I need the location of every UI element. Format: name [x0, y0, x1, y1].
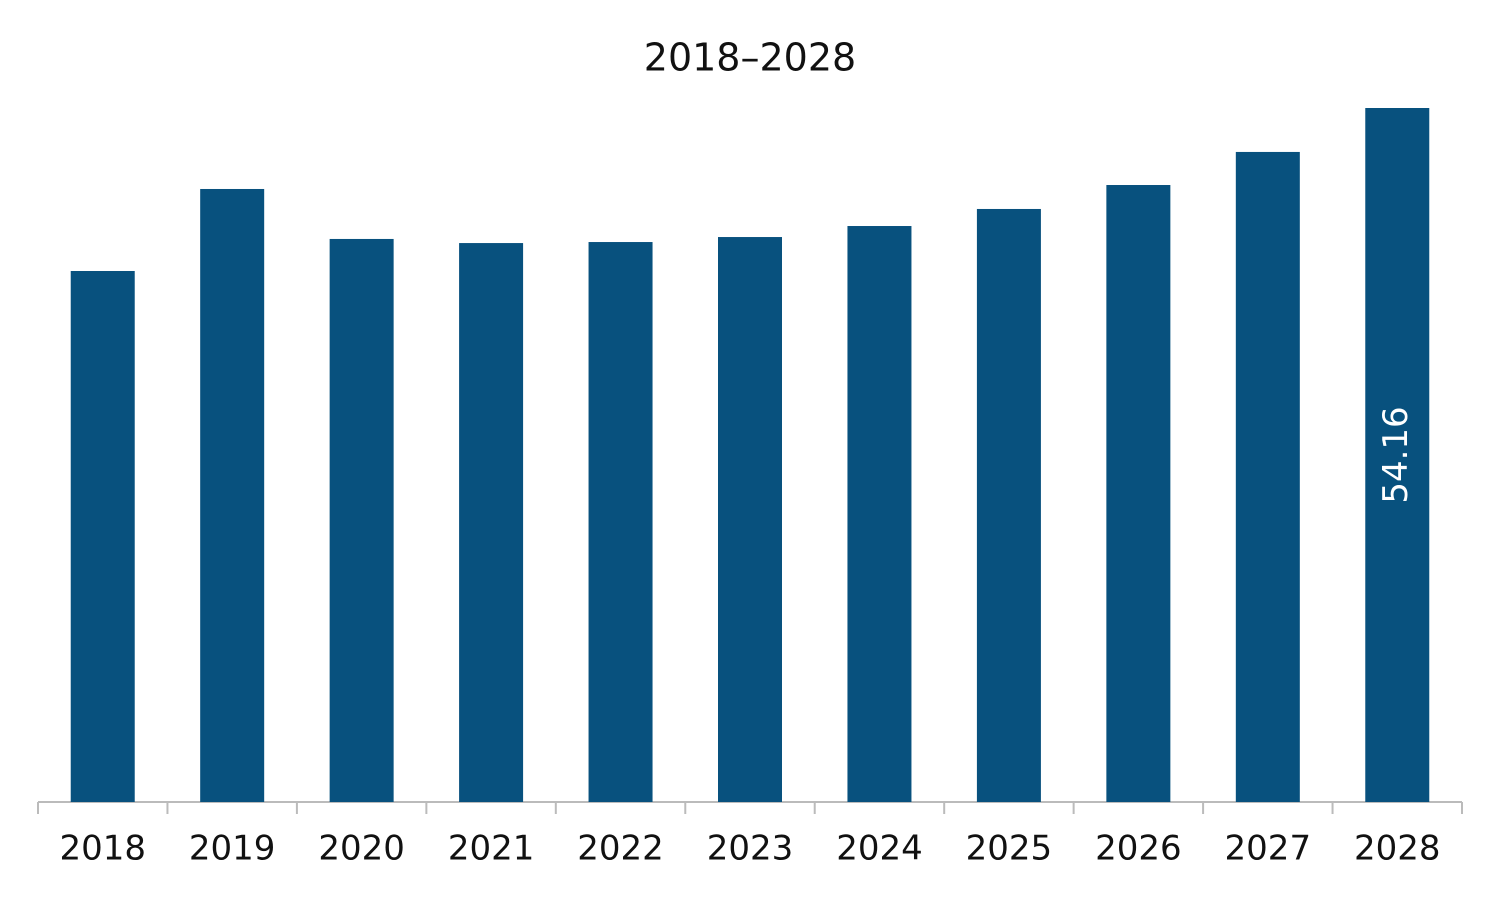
bar: [200, 188, 265, 802]
bar: [847, 226, 912, 803]
bar: [70, 270, 135, 802]
x-tick-label: 2019: [189, 829, 276, 869]
x-tick-label: 2027: [1225, 829, 1312, 869]
x-tick-label: 2026: [1095, 829, 1182, 869]
bar: [1235, 151, 1300, 802]
data-label: 54.16: [1376, 406, 1416, 503]
bar: [588, 242, 653, 803]
x-tick-label: 2020: [318, 829, 405, 869]
x-tick-label: 2025: [966, 829, 1053, 869]
bar: [459, 243, 524, 802]
x-tick-label: 2024: [836, 829, 923, 869]
x-tick-label: 2028: [1354, 829, 1441, 869]
bar: [718, 237, 782, 802]
bar: [976, 208, 1041, 803]
bar: [329, 238, 394, 803]
bar: [1365, 108, 1430, 802]
x-tick-label: 2023: [707, 829, 794, 869]
x-tick-label: 2018: [59, 829, 146, 869]
bar: [1106, 185, 1171, 802]
x-tick-label: 2021: [448, 829, 535, 869]
chart-title: 2018–2028: [644, 36, 856, 80]
x-tick-label: 2022: [577, 829, 664, 869]
